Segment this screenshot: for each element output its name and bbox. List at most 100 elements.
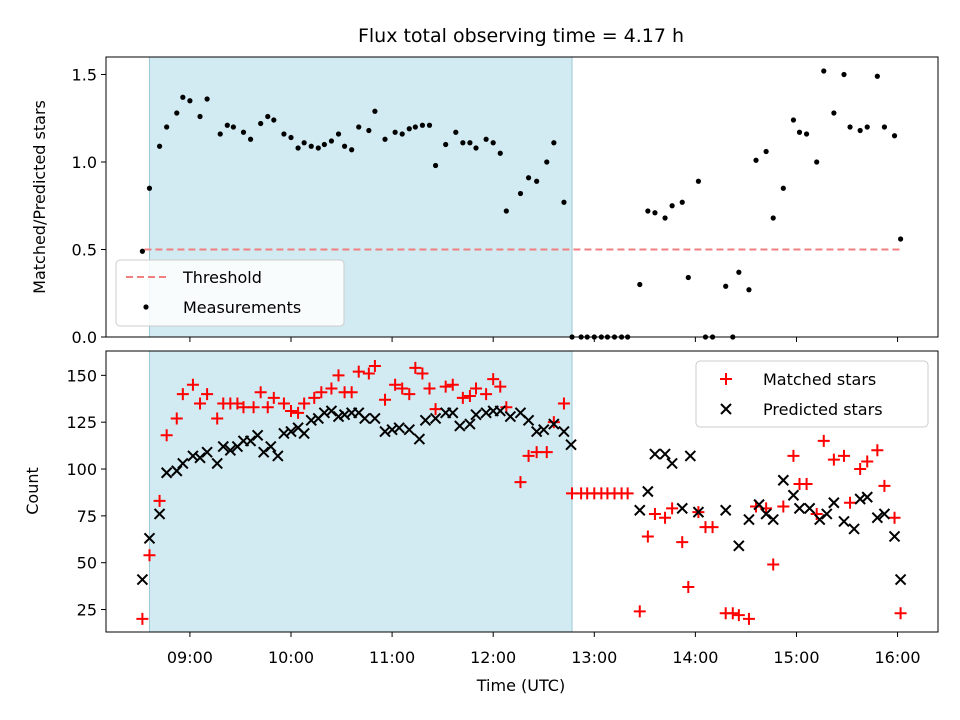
x-tick-label: 11:00	[369, 648, 415, 667]
measurement-point	[349, 147, 355, 153]
measurement-point	[224, 122, 230, 128]
measurement-point	[637, 281, 643, 288]
predicted-star-point	[659, 448, 671, 460]
measurement-point	[534, 178, 540, 184]
measurement-point	[230, 124, 236, 130]
measurement-point	[695, 178, 702, 184]
measurement-point	[164, 124, 170, 130]
predicted-star-point	[413, 433, 426, 445]
count-y-axis: 25 50 75 100 125 150	[66, 366, 106, 620]
matched-star-point	[456, 391, 469, 404]
measurement-point	[372, 108, 378, 114]
predicted-star-point	[522, 414, 535, 427]
measurement-point	[897, 236, 904, 242]
predicted-star-point	[480, 407, 492, 419]
x-tick-label: 13:00	[571, 648, 617, 667]
measurement-point	[204, 96, 210, 102]
predicted-star-point	[187, 450, 199, 462]
matched-star-point	[277, 397, 290, 410]
matched-star-point	[201, 388, 214, 401]
matched-star-point	[267, 391, 280, 404]
measurement-point	[821, 68, 827, 74]
matched-star-point	[827, 453, 840, 466]
matched-star-point	[540, 446, 553, 459]
matched-star-point	[487, 373, 500, 386]
predicted-star-point	[787, 489, 800, 501]
measurement-point	[770, 215, 776, 221]
matched-star-point	[176, 388, 189, 401]
measurement-point	[460, 140, 466, 146]
measurement-point	[473, 145, 479, 151]
predicted-star-point	[719, 504, 732, 516]
chart-title: Flux total observing time = 4.17 h	[358, 25, 684, 47]
measurement-point	[483, 136, 489, 142]
predicted-star-point	[379, 425, 391, 438]
matched-star-point	[666, 502, 679, 515]
predicted-star-point	[649, 448, 661, 460]
x-tick-label: 14:00	[672, 648, 718, 667]
measurement-point	[335, 131, 342, 137]
measurement-point	[780, 185, 786, 191]
measurement-point	[753, 157, 759, 163]
matched-star-point	[514, 476, 527, 489]
predicted-star-point	[224, 444, 237, 456]
matched-star-point	[854, 463, 867, 476]
matched-star-point	[648, 507, 661, 520]
predicted-star-point	[733, 540, 745, 552]
matched-star-point	[682, 581, 695, 594]
measurement-point	[814, 159, 820, 165]
measurement-point	[864, 124, 870, 130]
measurement-point	[265, 113, 271, 120]
measurement-point	[258, 120, 264, 127]
predicted-star-point	[153, 508, 166, 520]
y-tick-label: 0.5	[72, 241, 97, 260]
y-tick-label: 75	[77, 507, 97, 526]
legend-matched-label: Matched stars	[763, 370, 876, 389]
predicted-star-point	[888, 530, 901, 543]
measurement-point	[308, 143, 314, 149]
predicted-star-point	[171, 465, 183, 477]
measurement-point	[831, 110, 837, 116]
measurement-point	[497, 150, 503, 156]
matched-star-point	[621, 487, 634, 500]
predicted-star-point	[201, 446, 213, 458]
predicted-star-point	[821, 508, 833, 520]
measurement-point	[217, 131, 223, 137]
measurement-point	[328, 138, 335, 144]
measurement-point	[301, 140, 307, 146]
predicted-star-point	[814, 513, 826, 526]
predicted-star-point	[538, 423, 550, 436]
measurement-point	[891, 133, 898, 139]
measurement-point	[790, 117, 797, 123]
time-x-axis-label: Time (UTC)	[476, 676, 565, 695]
matched-star-point	[706, 521, 719, 534]
predicted-star-point	[894, 573, 907, 586]
matched-star-point	[136, 612, 149, 625]
matched-star-point	[557, 397, 570, 410]
ratio-y-axis-label: Matched/Predicted stars	[30, 100, 49, 294]
measurement-point	[156, 143, 163, 149]
ratio-panel: 0.0 0.5 1.0 1.5 Matched/Predicted stars Thr…	[30, 56, 939, 347]
matched-star-point	[861, 455, 874, 468]
predicted-star-point	[143, 532, 156, 545]
matched-star-point	[247, 401, 260, 414]
predicted-star-point	[558, 425, 570, 438]
predicted-star-point	[136, 573, 149, 586]
matched-star-point	[409, 361, 422, 374]
matched-star-point	[817, 434, 830, 447]
count-legend: Matched stars Predicted stars	[695, 360, 929, 428]
predicted-star-point	[272, 450, 284, 462]
predicted-star-point	[743, 513, 755, 526]
matched-star-point	[285, 404, 298, 417]
matched-star-point	[261, 401, 274, 414]
matched-star-point	[403, 388, 416, 401]
predicted-star-point	[403, 423, 415, 436]
predicted-star-point	[419, 414, 432, 427]
predicted-star-point	[454, 420, 466, 432]
matched-star-point	[726, 607, 739, 620]
matched-star-point	[143, 549, 156, 562]
measurement-point	[139, 248, 145, 254]
matched-star-point	[298, 397, 311, 410]
measurement-point	[240, 129, 247, 135]
measurement-point	[341, 143, 348, 149]
